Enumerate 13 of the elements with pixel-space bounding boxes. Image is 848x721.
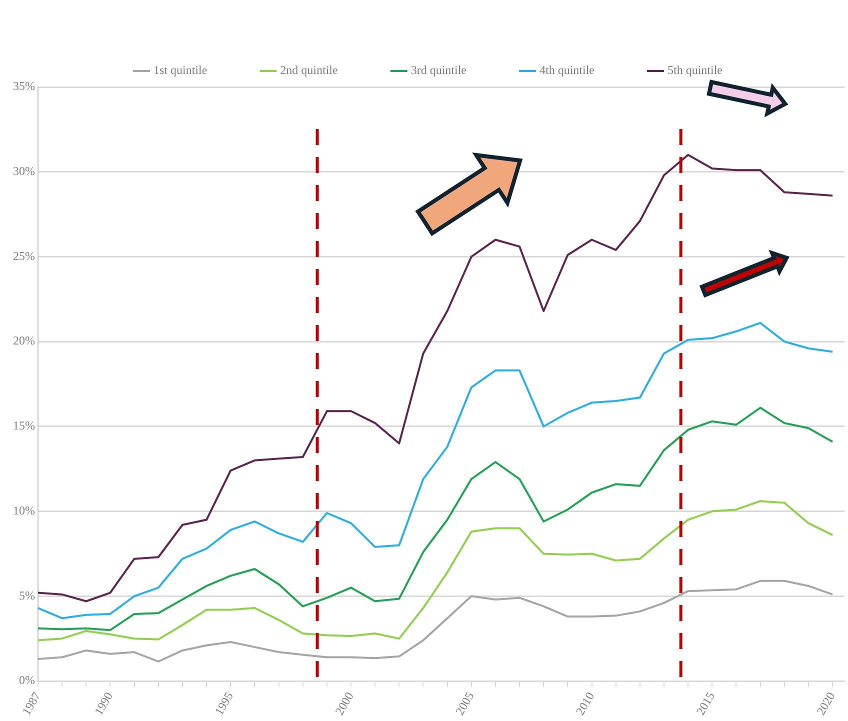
- y-tick-label: 0%: [18, 673, 35, 688]
- y-tick-label: 25%: [12, 248, 35, 263]
- y-tick-label: 30%: [12, 164, 35, 178]
- legend-label: 2nd quintile: [280, 63, 338, 78]
- y-tick-label: 15%: [12, 418, 35, 433]
- legend-label: 5th quintile: [667, 63, 722, 78]
- y-tick-label: 5%: [18, 588, 35, 602]
- legend-label: 4th quintile: [539, 63, 594, 78]
- legend-label: 3rd quintile: [410, 63, 467, 78]
- y-tick-label: 20%: [12, 334, 35, 348]
- y-tick-label: 35%: [12, 79, 35, 94]
- y-tick-label: 10%: [12, 503, 35, 518]
- legend-label: 1st quintile: [154, 63, 208, 78]
